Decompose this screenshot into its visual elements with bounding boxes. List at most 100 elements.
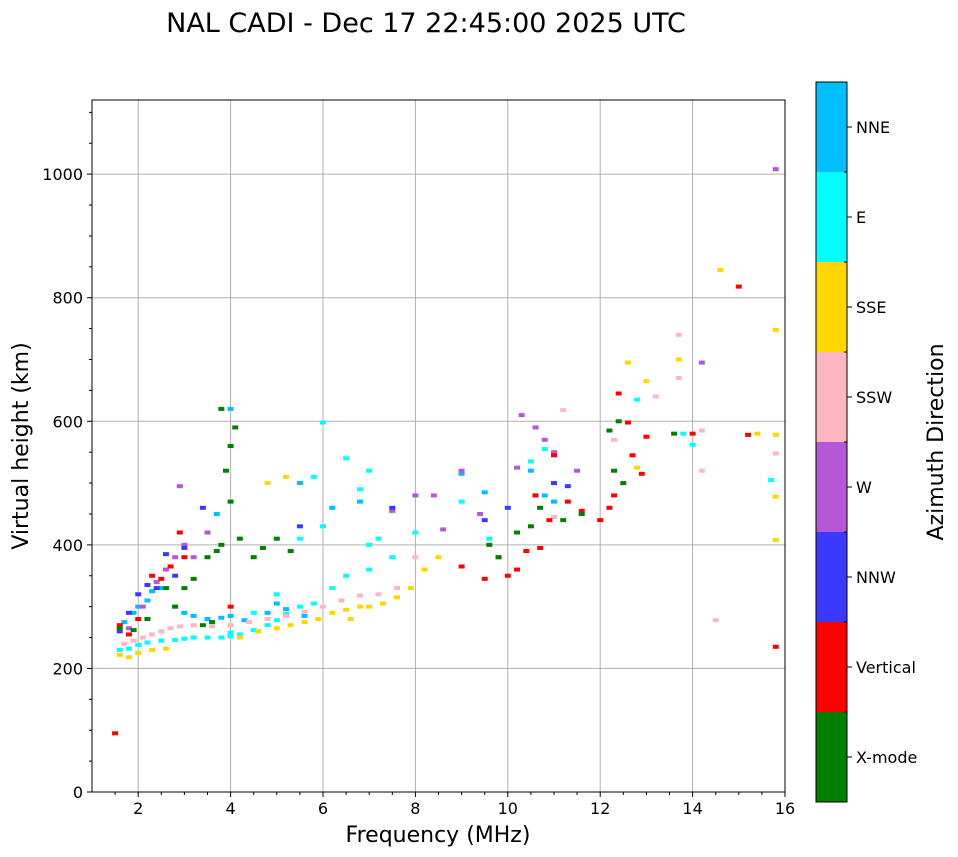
data-point [366, 604, 373, 609]
data-point [643, 379, 650, 384]
data-point [320, 524, 326, 529]
colorbar-segment [816, 712, 847, 802]
colorbar-tick-label: SSE [856, 298, 886, 317]
colorbar-segment [816, 172, 847, 262]
data-point [181, 610, 188, 615]
data-point [181, 586, 188, 591]
data-point [172, 638, 179, 643]
data-point [135, 650, 142, 655]
data-point [495, 555, 502, 560]
colorbar-frame [815, 81, 848, 803]
data-point [551, 453, 557, 458]
data-point [611, 468, 618, 473]
data-point [486, 536, 493, 541]
data-point [158, 586, 165, 591]
colorbar-segment [816, 352, 847, 442]
data-point [296, 481, 303, 486]
data-point [301, 613, 308, 618]
data-point [481, 518, 488, 523]
data-point [273, 536, 280, 541]
data-point [514, 465, 521, 470]
data-point [144, 640, 151, 645]
data-point [144, 583, 151, 588]
data-point [671, 431, 678, 436]
data-point [551, 450, 557, 455]
x-tick-label: 6 [318, 799, 328, 818]
data-point [421, 567, 428, 572]
y-tick-label: 1000 [42, 165, 83, 184]
data-point [236, 632, 243, 637]
data-point [273, 618, 280, 623]
data-point [606, 505, 613, 510]
data-point [176, 484, 183, 489]
data-point [222, 468, 229, 473]
data-point [532, 425, 539, 430]
colorbar-tick-label: W [856, 478, 872, 497]
data-point [209, 624, 216, 629]
data-point [199, 623, 206, 628]
data-point [250, 628, 257, 633]
colorbar-tick-label: SSW [856, 388, 892, 407]
data-point [393, 595, 400, 600]
data-point [190, 555, 197, 560]
data-point [135, 642, 142, 647]
data-point [153, 579, 160, 584]
data-point [218, 615, 225, 620]
data-point [116, 652, 123, 657]
data-point [296, 524, 303, 529]
y-axis-label: Virtual height (km) [9, 342, 34, 549]
y-axis-ticks: 0 200 400 600 800 1000 [42, 111, 92, 802]
data-point [227, 499, 234, 504]
y-tick-label: 600 [52, 412, 83, 431]
data-point [343, 607, 350, 612]
data-points [112, 167, 779, 736]
data-point [356, 487, 363, 492]
x-tick-label: 14 [682, 799, 702, 818]
data-point [162, 586, 169, 591]
data-point [430, 493, 437, 498]
data-point [315, 617, 322, 621]
data-point [541, 447, 548, 452]
data-point [190, 623, 197, 628]
data-point [772, 167, 779, 172]
data-point [320, 604, 326, 609]
data-point [698, 360, 705, 365]
data-point [356, 604, 363, 609]
data-point [486, 542, 493, 547]
data-point [301, 609, 308, 614]
data-point [125, 610, 132, 615]
grid-lines [92, 100, 786, 793]
data-point [199, 505, 206, 510]
data-point [606, 428, 613, 433]
data-point [227, 634, 234, 639]
data-point [112, 731, 119, 736]
data-point [689, 431, 696, 436]
data-point [560, 408, 567, 413]
data-point [772, 432, 779, 437]
data-point [301, 620, 308, 625]
data-point [227, 444, 234, 448]
data-point [735, 284, 742, 289]
data-point [158, 629, 165, 634]
data-point [162, 567, 169, 572]
data-point [375, 592, 382, 597]
data-point [380, 601, 387, 606]
data-point [343, 573, 350, 578]
data-point [236, 536, 243, 541]
data-point [162, 646, 169, 651]
data-point [638, 471, 645, 476]
colorbar-segment [816, 442, 847, 532]
data-point [481, 576, 488, 581]
data-point [523, 549, 530, 554]
data-point [241, 618, 248, 623]
data-point [689, 442, 696, 447]
data-point [149, 632, 156, 637]
data-point [458, 471, 465, 476]
colorbar-tick-label: X-mode [856, 748, 917, 767]
data-point [356, 499, 363, 504]
data-point [139, 604, 146, 609]
data-point [754, 431, 761, 436]
data-point [236, 635, 243, 640]
data-point [611, 437, 618, 442]
